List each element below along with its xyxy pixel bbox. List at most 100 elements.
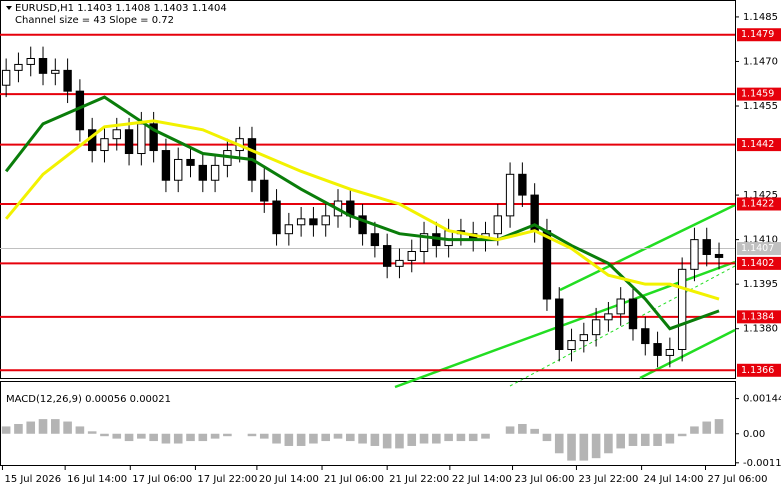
candle-body xyxy=(51,69,60,74)
candle-body xyxy=(567,340,576,350)
level-tag xyxy=(737,363,781,377)
level-tag xyxy=(737,138,781,152)
macd-bar xyxy=(567,433,576,461)
candle-body xyxy=(358,215,367,235)
candle-body xyxy=(124,129,134,155)
price-frame xyxy=(0,0,736,379)
candle-body xyxy=(579,334,589,342)
candle-body xyxy=(591,319,601,336)
macd-bar xyxy=(554,433,564,454)
candle-body xyxy=(641,328,650,345)
candle-body xyxy=(161,150,171,181)
macd-bar xyxy=(432,433,441,444)
channel-mid xyxy=(509,265,736,387)
candle-body xyxy=(555,298,564,350)
candle-body xyxy=(604,313,613,321)
candle-body xyxy=(186,158,195,166)
x-tick-label: 17 Jul 06:00 xyxy=(132,474,192,485)
macd-bar xyxy=(542,433,552,442)
macd-bar xyxy=(345,433,355,442)
macd-bar xyxy=(100,433,109,437)
level-label: 1.1442 xyxy=(741,139,774,150)
level-label: 1.1479 xyxy=(741,29,774,40)
macd-bar xyxy=(137,433,146,439)
macd-bar xyxy=(419,433,429,444)
y-tick-label: 1.1380 xyxy=(743,324,778,335)
level-label: 1.1422 xyxy=(741,198,774,209)
moving-average xyxy=(4,119,720,301)
last-price-label: 1.1407 xyxy=(741,243,774,254)
x-tick-label: 23 Jul 06:00 xyxy=(515,474,575,485)
candle-body xyxy=(505,173,515,217)
y-tick-label: 1.1410 xyxy=(743,235,778,246)
candle-body xyxy=(137,123,146,155)
macd-bar xyxy=(63,421,72,434)
x-tick-label: 27 Jul 06:00 xyxy=(708,474,768,485)
y-tick-label: 1.1485 xyxy=(743,12,778,23)
candle-body xyxy=(370,233,380,247)
candle-body xyxy=(198,164,207,181)
macd-bar xyxy=(14,423,23,434)
x-tick-label: 21 Jul 22:00 xyxy=(389,474,449,485)
macd-bar xyxy=(333,433,343,439)
candle-body xyxy=(272,200,281,235)
macd-title: MACD(12,26,9) 0.00056 0.00021 xyxy=(6,394,171,405)
macd-bar xyxy=(665,433,675,444)
macd-bar xyxy=(247,433,257,437)
level-tag xyxy=(737,87,781,101)
y-tick-label: 1.1395 xyxy=(743,279,778,290)
macd-bar xyxy=(321,433,331,442)
candle-body xyxy=(112,129,121,140)
candle-body xyxy=(100,138,109,152)
level-label: 1.1366 xyxy=(741,365,774,376)
macd-bar xyxy=(210,433,220,439)
macd-bar xyxy=(382,433,392,449)
macd-bar xyxy=(714,419,724,434)
x-tick-label: 24 Jul 14:00 xyxy=(644,474,704,485)
candle-body xyxy=(616,298,625,315)
macd-bar xyxy=(358,433,367,444)
level-label: 1.1402 xyxy=(741,258,774,269)
candle-body xyxy=(419,233,429,253)
candle-body xyxy=(284,224,294,235)
macd-bar xyxy=(124,433,134,442)
candle-body xyxy=(677,268,687,350)
y-tick-label: 1.1470 xyxy=(743,56,778,67)
last-price-tag xyxy=(737,242,781,256)
candle-body xyxy=(653,343,662,356)
moving-average xyxy=(4,95,720,331)
level-label: 1.1459 xyxy=(741,89,774,100)
macd-bar xyxy=(505,426,515,434)
macd-bar xyxy=(87,431,97,434)
macd-bar xyxy=(628,433,638,446)
macd-bar xyxy=(51,419,60,434)
candle-body xyxy=(260,179,269,202)
macd-bar xyxy=(407,433,417,446)
candle-body xyxy=(382,245,392,267)
macd-bar xyxy=(591,433,601,459)
macd-bar xyxy=(518,423,527,434)
menu-icon xyxy=(6,6,12,10)
candle-body xyxy=(1,69,11,86)
macd-bar xyxy=(75,426,85,434)
macd-bar xyxy=(481,433,490,439)
y-tick-label: -0.00119 xyxy=(743,458,781,469)
candle-body xyxy=(210,164,220,181)
candle-body xyxy=(309,218,318,226)
x-tick-label: 17 Jul 22:00 xyxy=(197,474,257,485)
macd-bar xyxy=(456,433,466,442)
macd-bar xyxy=(186,433,195,442)
macd-bar xyxy=(640,433,650,446)
chart-subtitle: Channel size = 43 Slope = 0.72 xyxy=(15,15,174,26)
x-tick-label: 15 Jul 2026 xyxy=(4,474,61,485)
candle-body xyxy=(296,218,306,226)
y-tick-label: 1.1425 xyxy=(743,190,778,201)
x-tick-label: 21 Jul 06:00 xyxy=(324,474,384,485)
macd-bar xyxy=(653,433,662,446)
macd-bar xyxy=(26,421,36,434)
macd-bar xyxy=(530,428,539,434)
macd-bar xyxy=(677,433,687,437)
macd-bar xyxy=(173,433,183,444)
